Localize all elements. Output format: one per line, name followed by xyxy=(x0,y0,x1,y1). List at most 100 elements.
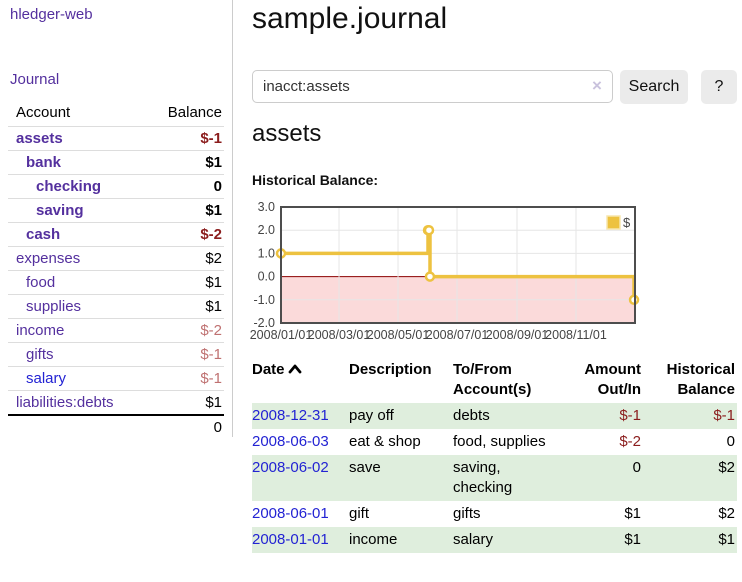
transaction-date-link[interactable]: 2008-06-02 xyxy=(252,459,329,476)
transaction-date-link[interactable]: 2008-06-01 xyxy=(252,505,329,522)
sidebar-account-link[interactable]: supplies xyxy=(26,298,82,315)
chart-canvas: 3.0 2.0 1.0 0.0 -1.0 -2.02008/01/012008/03/01… xyxy=(250,200,640,342)
sidebar-account-link[interactable]: cash xyxy=(26,226,61,243)
sidebar-account-link[interactable]: bank xyxy=(26,154,62,171)
account-balance: $-1 xyxy=(200,130,222,147)
column-header-date[interactable]: Date xyxy=(252,358,349,403)
page-title: sample.journal xyxy=(252,2,448,35)
account-balance: $1 xyxy=(205,394,222,411)
transaction-amount: $-1 xyxy=(619,407,641,424)
transaction-amount: $1 xyxy=(624,531,641,548)
sidebar-account-link[interactable]: income xyxy=(16,322,65,339)
total-row: 0 xyxy=(8,414,224,438)
x-tick-label: 2008/05/01 xyxy=(367,328,430,342)
x-tick-label: 2008/01/01 xyxy=(250,328,313,342)
sidebar-account-link[interactable]: expenses xyxy=(16,250,81,267)
main-content: sample.journal × Search ? assets Histori… xyxy=(250,0,738,582)
sidebar-account-link[interactable]: saving xyxy=(36,202,84,219)
transaction-row: 2008-06-02 save saving, checking 0 $2 xyxy=(252,455,737,501)
data-point-marker xyxy=(424,271,436,282)
sidebar-account-link[interactable]: salary xyxy=(26,370,67,387)
data-point-marker xyxy=(423,224,435,236)
x-tick-label: 2008/07/01 xyxy=(426,328,489,342)
legend-label: $ xyxy=(623,215,631,230)
sidebar-account-link[interactable]: liabilities:debts xyxy=(16,394,114,411)
brand-link[interactable]: hledger-web xyxy=(10,6,93,23)
account-tree-header: Account Balance xyxy=(8,100,224,126)
transaction-accounts: food, supplies xyxy=(453,433,546,450)
account-balance: $1 xyxy=(205,274,222,291)
clear-search-icon[interactable]: × xyxy=(592,76,602,95)
register-table: Date Description To/From Account(s) Amou… xyxy=(252,358,737,553)
account-balance: $2 xyxy=(205,250,222,267)
x-tick-label: 2008/09/01 xyxy=(486,328,549,342)
transaction-accounts: saving, checking xyxy=(453,459,513,496)
total-balance: 0 xyxy=(213,419,222,436)
sidebar-account-link[interactable]: checking xyxy=(36,178,102,195)
transaction-amount: $-2 xyxy=(619,433,641,450)
transaction-date-link[interactable]: 2008-12-31 xyxy=(252,407,329,424)
column-header-accounts[interactable]: To/From Account(s) xyxy=(453,361,532,398)
sidebar-account-link[interactable]: gifts xyxy=(26,346,54,363)
account-balance: $1 xyxy=(205,202,222,219)
account-balance: $1 xyxy=(205,298,222,315)
chart-title: Historical Balance: xyxy=(252,172,379,188)
account-heading: assets xyxy=(252,120,322,147)
transaction-row: 2008-06-01 gift gifts $1 $2 xyxy=(252,501,737,527)
account-row: expenses $2 xyxy=(8,246,224,270)
sidebar-account-link[interactable]: food xyxy=(26,274,56,291)
transaction-description: gift xyxy=(349,505,370,522)
search-form: × Search ? xyxy=(252,70,738,104)
transaction-accounts: gifts xyxy=(453,505,481,522)
transaction-description: pay off xyxy=(349,407,394,424)
transaction-row: 2008-12-31 pay off debts $-1 $-1 xyxy=(252,403,737,429)
transaction-balance: 0 xyxy=(726,433,735,450)
account-row: cash $-2 xyxy=(8,222,224,246)
transaction-date-link[interactable]: 2008-06-03 xyxy=(252,433,329,450)
account-balance: $1 xyxy=(205,154,222,171)
account-tree: Account Balance assets $-1 bank $1 checking 0… xyxy=(8,100,224,438)
transaction-balance: $-1 xyxy=(713,407,735,424)
transaction-amount: 0 xyxy=(632,459,641,476)
account-balance: 0 xyxy=(213,178,222,195)
column-header-description[interactable]: Description xyxy=(349,361,432,378)
transaction-balance: $1 xyxy=(718,531,735,548)
historical-balance-chart: 3.0 2.0 1.0 0.0 -1.0 -2.0 2008/01/01 2008/03/01… xyxy=(250,200,652,348)
balance-column-header: Balance xyxy=(167,104,222,121)
plot-border xyxy=(280,206,636,324)
transaction-amount: $1 xyxy=(624,505,641,522)
account-row: liabilities:debts $1 xyxy=(8,390,224,414)
account-balance: $-1 xyxy=(200,370,222,387)
transaction-row: 2008-01-01 income salary $1 $1 xyxy=(252,527,737,553)
help-button[interactable]: ? xyxy=(701,70,737,104)
account-row: salary $-1 xyxy=(8,366,224,390)
y-tick-label: 1.0 xyxy=(258,246,275,260)
column-header-amount[interactable]: Amount Out/In xyxy=(584,361,641,398)
account-row: assets $-1 xyxy=(8,126,224,150)
search-input[interactable] xyxy=(252,70,613,103)
transaction-accounts: debts xyxy=(453,407,490,424)
account-row: bank $1 xyxy=(8,150,224,174)
account-balance: $-2 xyxy=(200,322,222,339)
register-header-row: Date Description To/From Account(s) Amou… xyxy=(252,358,737,403)
account-row: gifts $-1 xyxy=(8,342,224,366)
x-tick-label: 2008/03/01 xyxy=(308,328,371,342)
column-header-balance[interactable]: Historical Balance xyxy=(666,361,735,398)
transaction-description: income xyxy=(349,531,398,548)
transaction-date-link[interactable]: 2008-01-01 xyxy=(252,531,329,548)
transaction-accounts: salary xyxy=(453,531,494,548)
sidebar-item-journal[interactable]: Journal xyxy=(10,71,60,88)
account-row: checking 0 xyxy=(8,174,224,198)
y-tick-label: 3.0 xyxy=(258,200,275,214)
sidebar-account-link[interactable]: assets xyxy=(16,130,63,147)
account-column-header: Account xyxy=(16,104,71,121)
account-row: saving $1 xyxy=(8,198,224,222)
transaction-description: save xyxy=(349,459,381,476)
y-tick-label: 2.0 xyxy=(258,223,275,237)
search-button[interactable]: Search xyxy=(620,70,688,104)
account-row: food $1 xyxy=(8,270,224,294)
account-balance: $-2 xyxy=(200,226,222,243)
x-tick-label: 2008/11/01 xyxy=(545,328,607,342)
legend-swatch xyxy=(606,215,621,230)
transaction-balance: $2 xyxy=(718,505,735,522)
